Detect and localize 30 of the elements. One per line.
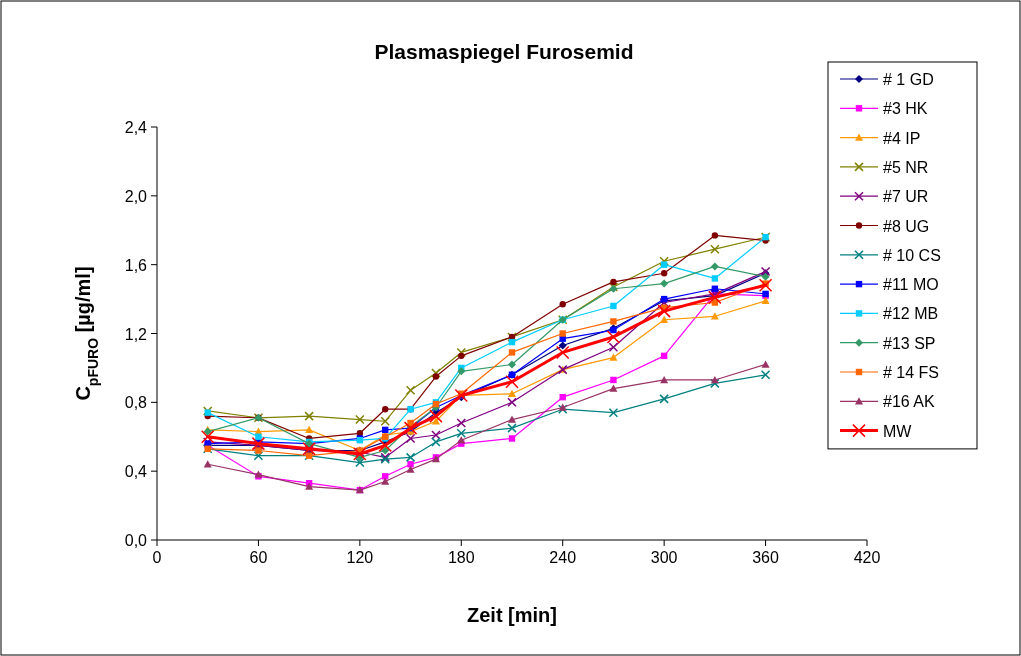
x-axis-title: Zeit [min] — [467, 604, 557, 626]
legend-label: #12 MB — [883, 305, 939, 323]
legend-label: #5 NR — [883, 158, 929, 176]
x-tick-label: 60 — [249, 549, 268, 566]
y-tick-label: 2,4 — [124, 119, 148, 136]
legend-label: # 10 CS — [883, 246, 941, 264]
legend-label: #13 SP — [883, 334, 936, 352]
x-tick-label: 300 — [650, 549, 678, 566]
x-tick-label: 180 — [447, 549, 475, 566]
y-tick-label: 0,8 — [124, 394, 148, 412]
y-tick-label: 1,2 — [124, 325, 148, 343]
chart-title: Plasmaspiegel Furosemid — [374, 40, 634, 63]
y-tick-label: 0,0 — [124, 532, 148, 549]
y-tick-label: 1,6 — [124, 256, 148, 274]
y-tick-label: 0,4 — [124, 463, 148, 481]
x-tick-label: 120 — [346, 549, 374, 566]
x-tick-label: 420 — [853, 549, 881, 566]
x-tick-label: 240 — [549, 549, 577, 566]
legend-label: # 14 FS — [883, 364, 940, 381]
legend-label: #4 IP — [883, 129, 921, 147]
x-tick-label: 0 — [152, 549, 162, 566]
x-tick-label: 360 — [752, 549, 780, 566]
legend-label: #7 UR — [883, 188, 929, 206]
legend-label: #8 UG — [883, 217, 930, 235]
legend-label: MW — [883, 422, 913, 440]
y-tick-label: 2,0 — [124, 187, 148, 205]
legend-label: # 1 GD — [883, 71, 934, 88]
legend-label: #3 HK — [883, 100, 928, 118]
legend-label: #11 MO — [883, 276, 939, 294]
legend-label: #16 AK — [883, 393, 935, 411]
